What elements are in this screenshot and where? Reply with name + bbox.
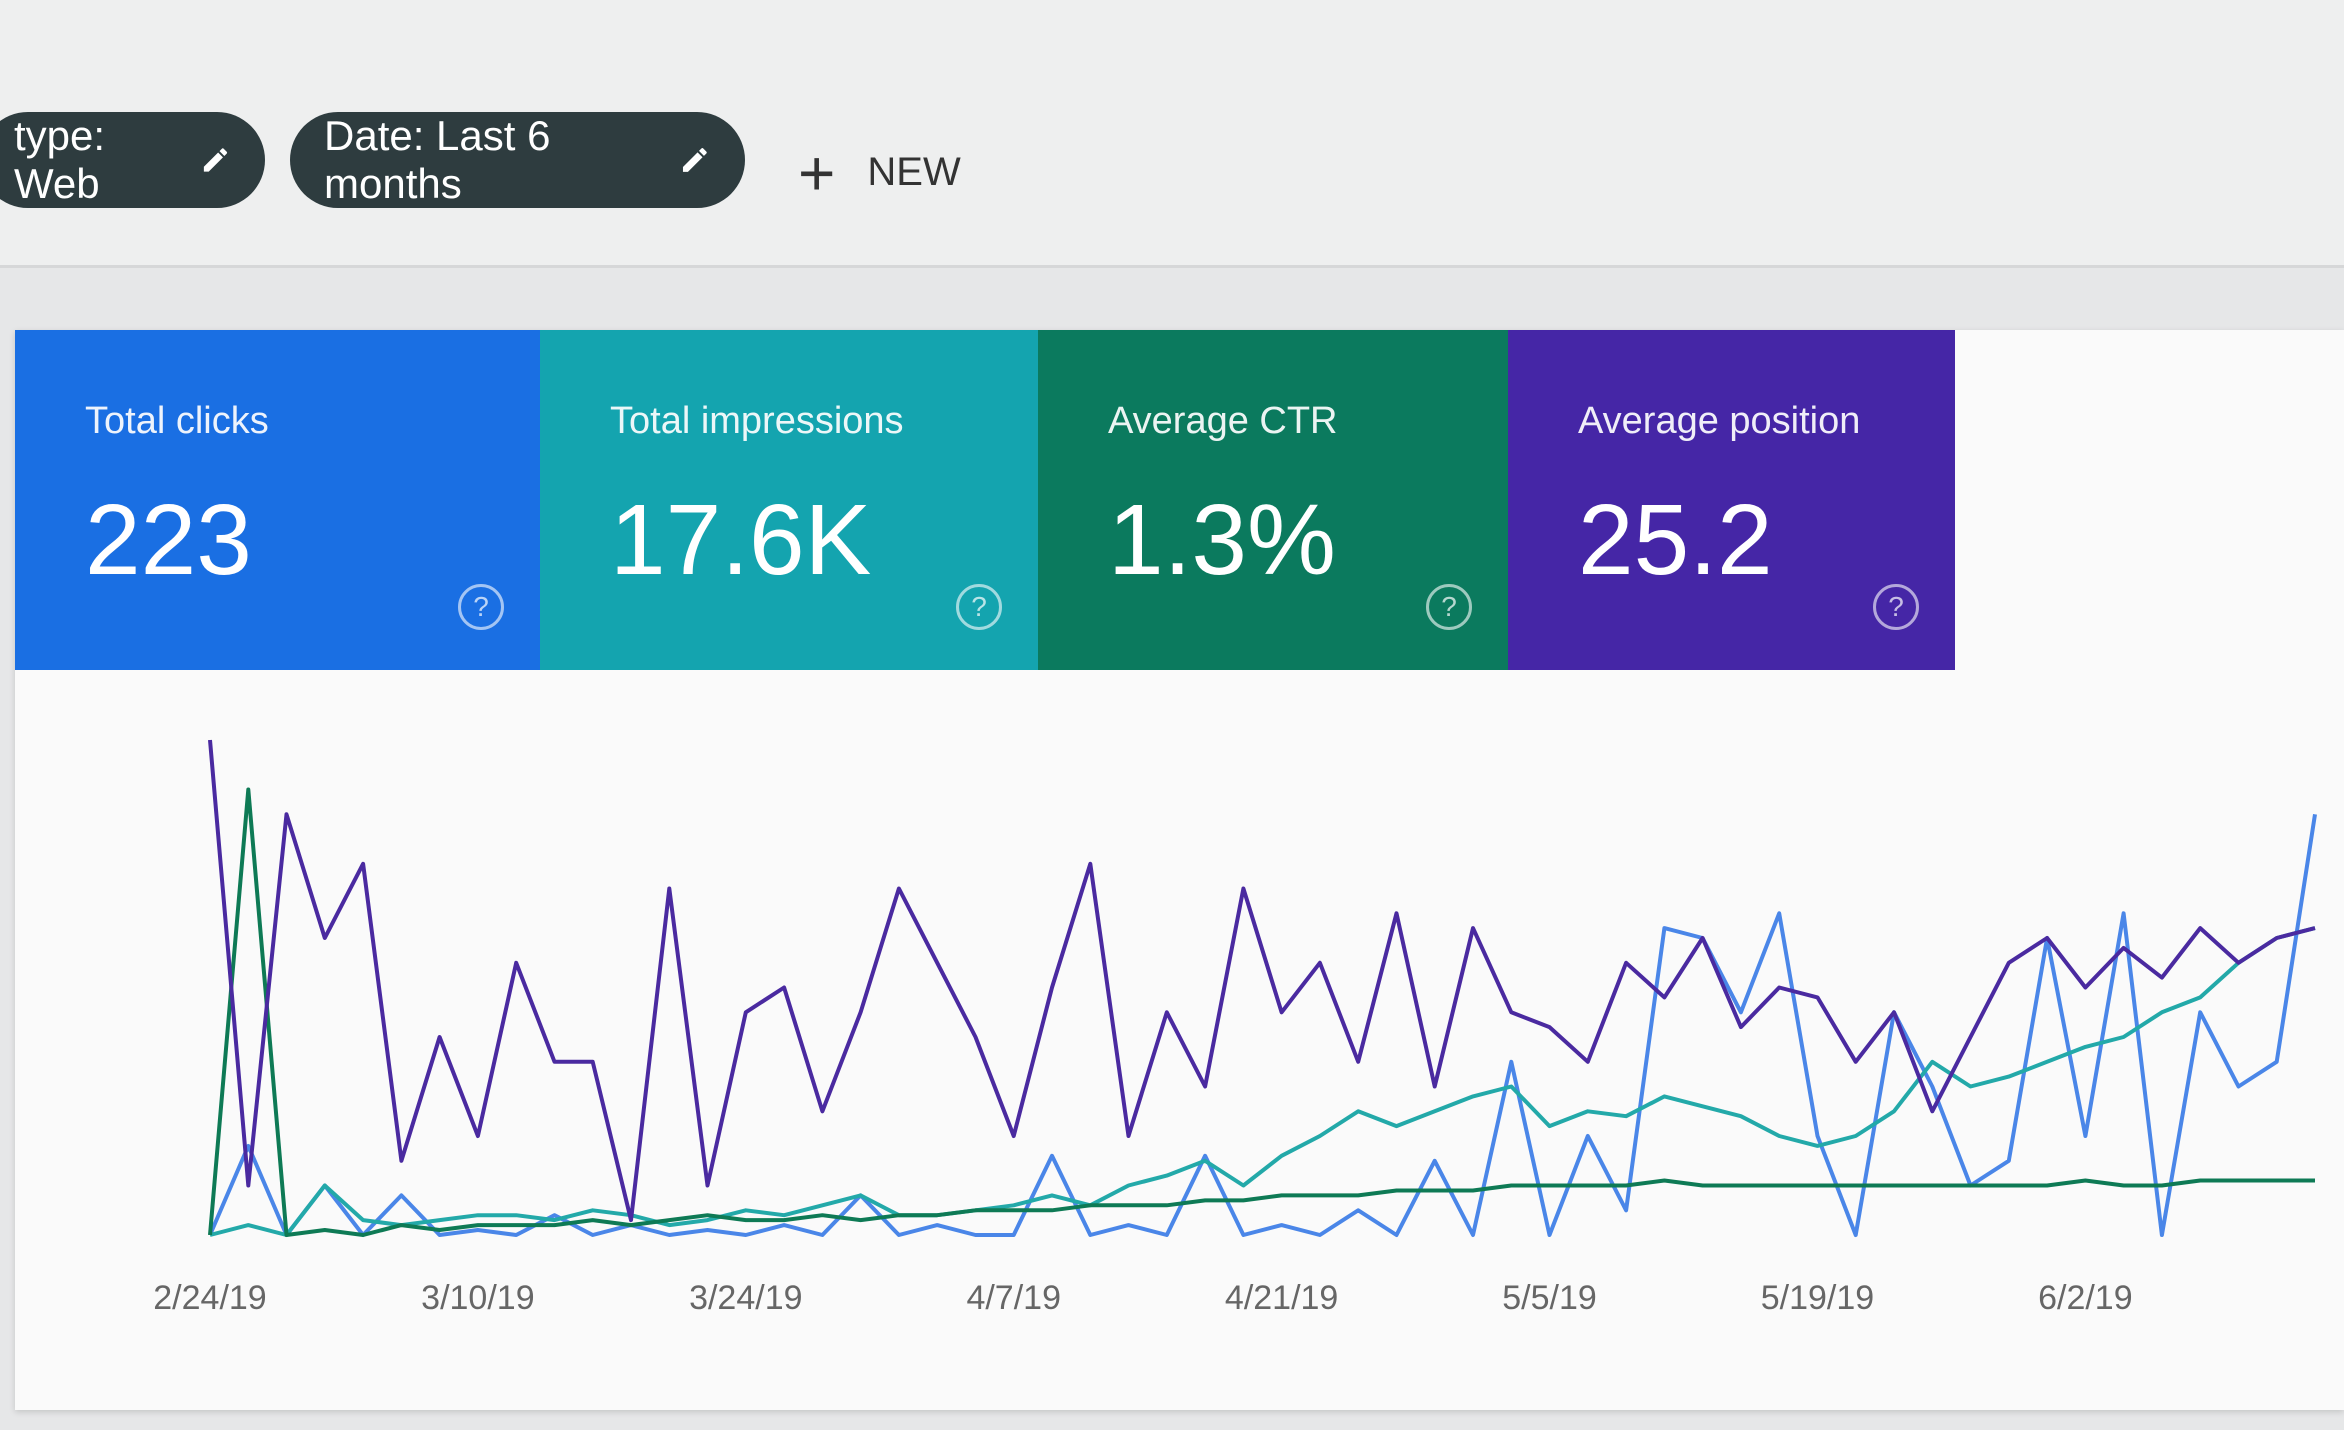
metric-card[interactable]: Average position 25.2? — [1508, 330, 1955, 670]
x-tick-label: 5/19/19 — [1761, 1279, 1874, 1317]
new-button[interactable]: + NEW — [798, 136, 961, 209]
new-label: NEW — [867, 150, 961, 194]
x-tick-label: 2/24/19 — [153, 1279, 266, 1317]
x-tick-label: 3/10/19 — [421, 1279, 534, 1317]
help-icon: ? — [1426, 584, 1472, 630]
series-line — [208, 739, 2316, 1223]
chart: 2/24/19 3/10/19 3/24/19 4/7/19 4/21/19 5/5/19… — [153, 739, 2317, 1317]
card-label: Total clicks — [85, 400, 269, 442]
performance-panel: Total clicks 223? Total impressions 17.6K? A… — [15, 330, 2344, 1410]
filter-chip[interactable]: type: Web — [0, 112, 265, 208]
card-value: 223 — [85, 484, 252, 596]
x-tick-label: 3/24/19 — [689, 1279, 802, 1317]
card-label: Average position — [1578, 400, 1861, 442]
help-icon: ? — [956, 584, 1002, 630]
series-line — [209, 926, 2316, 1237]
card-label: Total impressions — [610, 400, 904, 442]
card-value: 25.2 — [1578, 484, 1773, 596]
card-value: 17.6K — [610, 484, 872, 596]
chip-label: type: Web — [14, 112, 106, 207]
x-tick-label: 6/2/19 — [2038, 1279, 2133, 1317]
metric-card[interactable]: Total impressions 17.6K? — [540, 330, 1038, 670]
toolbar: type: Web Date: Last 6 months + NEW — [0, 0, 2344, 268]
metric-card[interactable]: Average CTR 1.3%? — [1038, 330, 1508, 670]
x-tick-label: 5/5/19 — [1502, 1279, 1597, 1317]
plus-icon: + — [798, 136, 836, 209]
edit-icon — [203, 148, 228, 172]
x-tick-label: 4/7/19 — [966, 1279, 1061, 1317]
x-tick-label: 4/21/19 — [1225, 1279, 1338, 1317]
card-value: 1.3% — [1108, 484, 1336, 596]
metric-card[interactable]: Total clicks 223? — [15, 330, 540, 670]
filter-chip[interactable]: Date: Last 6 months — [290, 112, 745, 208]
help-icon: ? — [458, 584, 504, 630]
chip-label: Date: Last 6 months — [324, 112, 551, 207]
help-icon: ? — [1873, 584, 1919, 630]
series-line — [208, 787, 2315, 1237]
card-label: Average CTR — [1108, 400, 1338, 442]
edit-icon — [683, 148, 708, 172]
